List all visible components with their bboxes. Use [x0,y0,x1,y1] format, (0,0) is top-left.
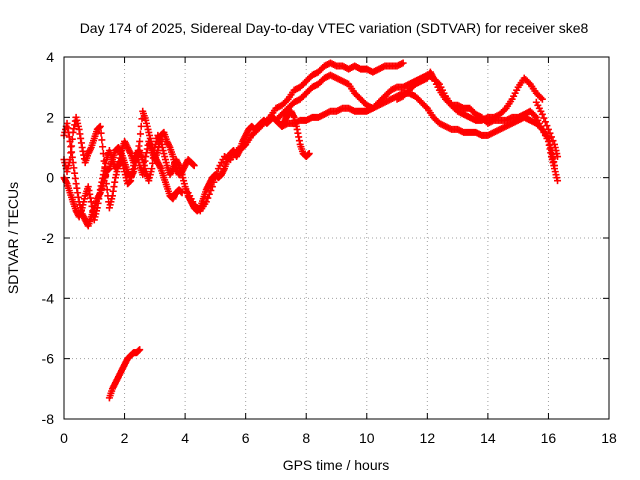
x-tick-label: 16 [541,430,557,446]
data-point-marker [205,190,213,198]
y-tick-label: -8 [42,411,55,427]
data-points [60,59,562,402]
data-point-marker [96,122,104,130]
series-track-d [184,59,407,215]
x-tick-label: 2 [121,430,129,446]
data-point-marker [549,137,557,145]
x-axis-label: GPS time / hours [283,457,390,473]
x-tick-label: 10 [359,430,375,446]
data-point-marker [531,112,539,120]
series-track-h [532,98,562,161]
data-point-marker [422,103,430,111]
data-point-marker [202,198,210,206]
data-point-marker [68,135,76,143]
y-tick-label: -6 [42,351,55,367]
tick-labels: 0 2 4 6 8 10 12 14 16 18 -8 -6 -4 -2 0 2 4 [42,49,617,446]
x-tick-label: 12 [420,430,436,446]
data-point-marker [136,130,144,138]
data-point-marker [97,129,105,137]
data-point-marker [554,177,562,185]
x-tick-label: 8 [302,430,310,446]
data-point-marker [543,122,551,130]
chart-title: Day 174 of 2025, Sidereal Day-to-day VTE… [80,20,589,36]
data-point-marker [137,122,145,130]
data-point-marker [102,180,110,188]
y-tick-label: 2 [46,109,54,125]
data-point-marker [547,133,555,141]
x-tick-label: 0 [60,430,68,446]
data-point-marker [538,110,546,118]
data-point-marker [99,143,107,151]
data-point-marker [208,183,216,191]
data-point-marker [399,59,407,67]
data-point-marker [305,150,313,158]
data-point-marker [210,178,218,186]
data-point-marker [68,142,76,150]
data-point-marker [103,186,111,194]
data-point-marker [136,137,144,145]
data-point-marker [541,118,549,126]
data-point-marker [537,94,545,102]
x-tick-label: 18 [601,430,617,446]
data-point-marker [264,115,272,123]
data-point-marker [501,106,509,114]
y-tick-label: 0 [46,170,54,186]
data-point-marker [66,156,74,164]
data-point-marker [554,153,562,161]
data-point-marker [540,114,548,122]
y-tick-label: -4 [42,290,55,306]
axis-ticks [63,56,610,420]
data-point-marker [98,136,106,144]
data-point-marker [544,125,552,133]
x-tick-label: 14 [480,430,496,446]
y-axis-label: SDTVAR / TECUs [5,182,21,294]
series-track-f [278,89,558,170]
data-point-marker [211,174,219,182]
data-point-marker [204,194,212,202]
data-point-marker [546,129,554,137]
x-tick-label: 6 [242,430,250,446]
data-point-marker [190,162,198,170]
series-track-g [393,68,562,185]
series-track-i [105,346,144,402]
y-tick-label: -2 [42,230,55,246]
data-point-marker [213,169,221,177]
x-tick-label: 4 [181,430,189,446]
data-point-marker [136,346,144,354]
data-point-marker [283,97,291,105]
y-tick-label: 4 [46,49,54,65]
data-point-marker [538,95,546,103]
data-point-marker [207,186,215,194]
plot-frame [63,56,610,420]
data-point-marker [67,149,75,157]
data-point-marker [525,79,533,87]
